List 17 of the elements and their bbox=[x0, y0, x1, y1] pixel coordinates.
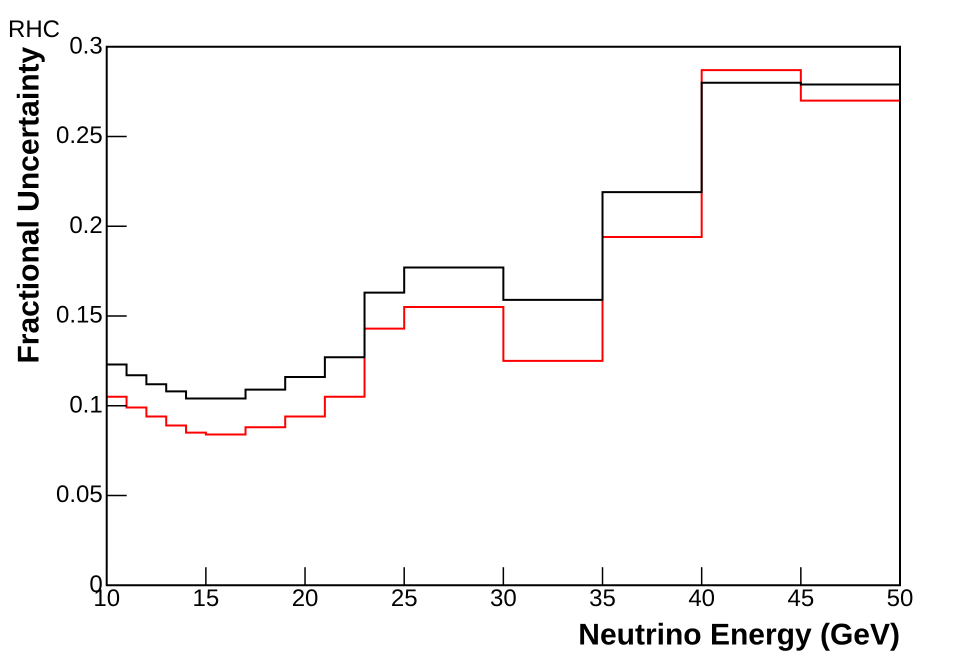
y-tick-label: 0.2 bbox=[69, 212, 103, 239]
y-tick-label: 0.25 bbox=[56, 122, 103, 150]
y-tick-label: 0.15 bbox=[56, 302, 103, 329]
x-tick-label: 25 bbox=[390, 585, 418, 612]
y-tick-label: 0.05 bbox=[56, 481, 103, 508]
y-tick-label: 0.1 bbox=[69, 391, 103, 418]
x-tick-label: 50 bbox=[886, 585, 914, 612]
x-tick-label: 45 bbox=[787, 585, 814, 612]
chart-title: RHC bbox=[8, 16, 60, 44]
y-axis-title: Fractional Uncertainty bbox=[12, 46, 46, 364]
y-tick-label: 0.3 bbox=[69, 32, 103, 60]
x-tick-label: 30 bbox=[490, 585, 517, 612]
x-tick-label: 40 bbox=[688, 585, 716, 612]
x-tick-label: 20 bbox=[292, 585, 318, 612]
x-tick-label: 35 bbox=[589, 585, 616, 612]
x-axis-title: Neutrino Energy (GeV) bbox=[578, 618, 900, 652]
x-tick-label: 15 bbox=[192, 585, 220, 612]
